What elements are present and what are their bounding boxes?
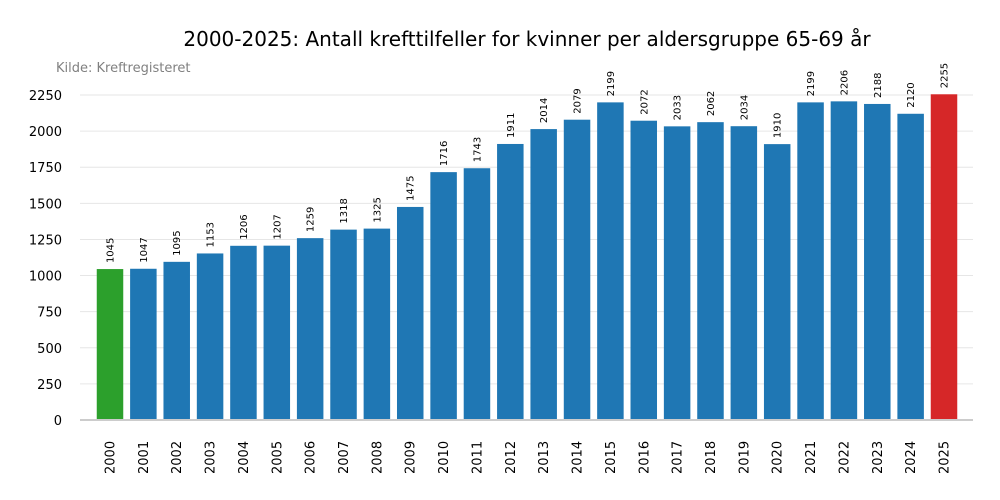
data-label: 1743 [472, 137, 483, 162]
data-labels: 1045 1047 1095 1153 1206 1207 1259 1318 1325 1475… [106, 63, 951, 263]
bar [497, 143, 524, 420]
x-tick-label: 2023 [871, 441, 886, 474]
data-label: 2072 [639, 89, 650, 114]
data-label: 2188 [873, 73, 884, 98]
x-tick-label: 2021 [804, 441, 819, 474]
x-tick-label: 2002 [170, 441, 185, 474]
data-label: 2255 [940, 63, 951, 88]
bar [163, 261, 190, 420]
data-label: 2120 [906, 82, 917, 107]
bar [530, 129, 557, 421]
x-tick-label: 2000 [104, 441, 119, 474]
chart-title: 2000-2025: Antall krefttilfeller for kvi… [183, 27, 871, 51]
data-label: 1259 [306, 207, 317, 232]
x-tick-label: 2015 [604, 441, 619, 474]
bar [263, 245, 291, 420]
data-label: 2199 [806, 71, 817, 96]
y-tick-label: 2250 [29, 89, 62, 104]
bar [563, 119, 591, 420]
x-tick-label: 2009 [404, 441, 419, 474]
x-tick-label: 2001 [137, 441, 152, 474]
data-label: 1910 [773, 113, 784, 138]
y-tick-label: 1750 [29, 161, 62, 176]
data-label: 2033 [673, 95, 684, 120]
y-tick-label: 2000 [29, 125, 62, 140]
y-tick-label: 1000 [29, 270, 62, 285]
bars [96, 94, 958, 421]
bar [864, 103, 891, 420]
data-label: 2079 [573, 88, 584, 113]
bar [330, 229, 357, 420]
bar [296, 238, 324, 420]
data-label: 1475 [406, 175, 417, 200]
x-tick-label: 2014 [571, 441, 586, 474]
data-label: 1318 [339, 198, 350, 223]
y-tick-label: 500 [37, 342, 62, 357]
bar [363, 228, 391, 420]
data-label: 1325 [372, 197, 383, 222]
x-tick-label: 2004 [237, 441, 252, 474]
data-label: 1206 [239, 214, 250, 239]
x-tick-label: 2006 [304, 441, 319, 474]
x-tick-label: 2022 [837, 441, 852, 474]
bar [463, 168, 491, 420]
bar [930, 94, 958, 421]
x-tick-label: 2019 [737, 441, 752, 474]
bar [96, 269, 124, 420]
bar [763, 144, 791, 420]
bar [597, 102, 624, 420]
bar [230, 245, 257, 420]
data-label: 1716 [439, 141, 450, 166]
y-tick-label: 250 [37, 378, 62, 393]
bar [730, 126, 758, 420]
bar [630, 120, 658, 420]
chart-source: Kilde: Kreftregisteret [56, 61, 190, 76]
bar [196, 253, 224, 420]
bar [697, 122, 724, 421]
data-label: 1095 [172, 230, 183, 255]
data-label: 1207 [272, 214, 283, 239]
x-tick-label: 2011 [470, 441, 485, 474]
data-label: 1153 [206, 222, 217, 247]
y-tick-label: 750 [37, 306, 62, 321]
y-tick-label: 1500 [29, 197, 62, 212]
x-tick-label: 2003 [204, 441, 219, 474]
bar [830, 101, 858, 420]
y-tick-label: 0 [54, 414, 62, 429]
x-tick-label: 2025 [938, 441, 953, 474]
data-label: 1911 [506, 113, 517, 138]
data-label: 2034 [739, 95, 750, 120]
x-axis-ticks: 2000 2001 2002 2003 2004 2005 2006 2007 2008 2009… [104, 441, 953, 474]
bar [663, 126, 691, 420]
y-tick-label: 1250 [29, 233, 62, 248]
bar [130, 268, 157, 420]
data-label: 2014 [539, 98, 550, 123]
x-tick-label: 2008 [370, 441, 385, 474]
x-tick-label: 2013 [537, 441, 552, 474]
bar [797, 102, 824, 420]
x-tick-label: 2007 [337, 441, 352, 474]
x-tick-label: 2018 [704, 441, 719, 474]
x-tick-label: 2005 [270, 441, 285, 474]
y-axis-ticks: 0 250 500 750 1000 1250 1500 1750 2000 2250 [29, 89, 62, 429]
grid-lines [80, 94, 973, 385]
data-label: 2062 [706, 91, 717, 116]
x-tick-label: 2017 [671, 441, 686, 474]
data-label: 1045 [106, 238, 117, 263]
data-label: 2199 [606, 71, 617, 96]
bar [396, 206, 424, 420]
x-tick-label: 2010 [437, 441, 452, 474]
data-label: 2206 [839, 70, 850, 95]
bar [430, 172, 457, 420]
x-tick-label: 2012 [504, 441, 519, 474]
x-tick-label: 2024 [904, 441, 919, 474]
x-tick-label: 2020 [771, 441, 786, 474]
x-tick-label: 2016 [637, 441, 652, 474]
data-label: 1047 [139, 237, 150, 262]
bar [897, 113, 924, 421]
